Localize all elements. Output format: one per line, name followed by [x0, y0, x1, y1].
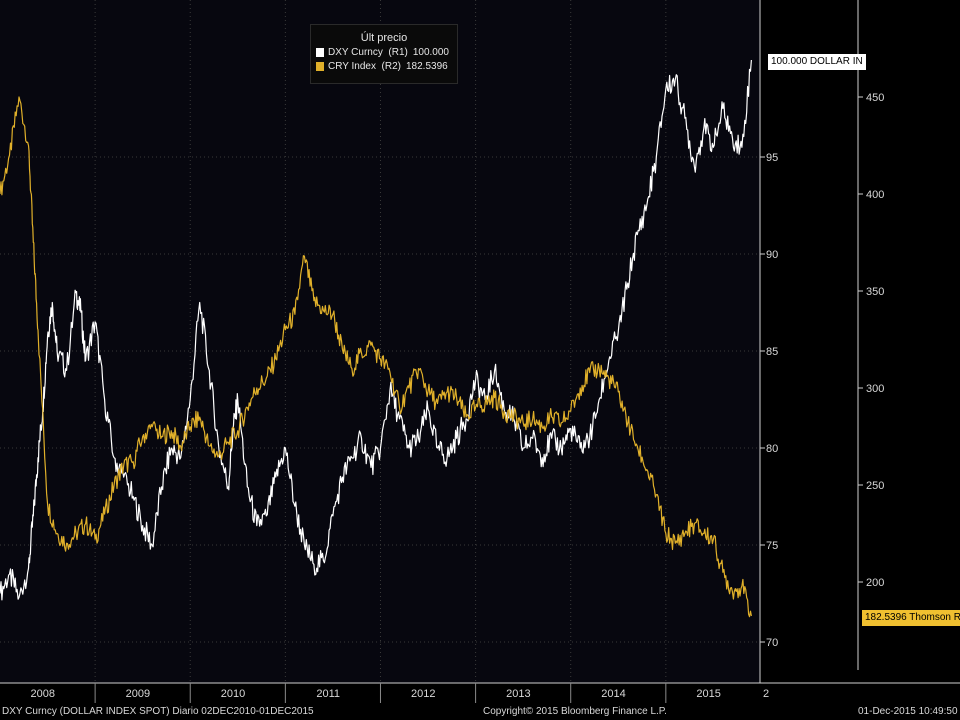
- x-tick-label: 2012: [411, 688, 435, 700]
- footer-timestamp: 01-Dec-2015 10:49:50: [858, 706, 958, 717]
- x-tick-label: 2008: [31, 688, 55, 700]
- footer-security: DXY Curncy (DOLLAR INDEX SPOT) Diario 02…: [2, 706, 314, 717]
- y-left-tick-label: 80: [766, 443, 778, 455]
- footer-copyright: Copyright© 2015 Bloomberg Finance L.P.: [483, 706, 667, 717]
- legend-value-cry: 182.5396: [406, 61, 448, 72]
- series-line-dxy: [0, 59, 752, 601]
- y-left-tick-label: 95: [766, 152, 778, 164]
- y-right-tick-label: 450: [866, 92, 884, 104]
- y-right-tick-label: 200: [866, 577, 884, 589]
- chart-legend: Últ precio DXY Curncy (R1) 100.000 CRY I…: [310, 24, 458, 84]
- y-right-tick-label: 350: [866, 286, 884, 298]
- x-tick-label: 2009: [126, 688, 150, 700]
- y-left-tick-label: 70: [766, 637, 778, 649]
- x-tick-label: 2015: [696, 688, 720, 700]
- y-left-tick-label: 85: [766, 346, 778, 358]
- y-left-tick-label: 75: [766, 540, 778, 552]
- legend-label-cry: CRY Index (R2): [328, 61, 401, 72]
- y-right-tick-label: 250: [866, 480, 884, 492]
- x-tick-label: 2011: [316, 688, 340, 700]
- legend-value-dxy: 100.000: [412, 47, 449, 58]
- y-right-tick-label: 400: [866, 189, 884, 201]
- series-line-cry: [0, 96, 752, 618]
- x-tick-label: 2014: [601, 688, 625, 700]
- legend-title: Últ precio: [360, 32, 408, 44]
- legend-item-cry: CRY Index (R2) 182.5396: [316, 61, 457, 72]
- dxy-last-value-tag: 100.000 DOLLAR IN: [768, 54, 866, 70]
- y-right-tick-label: 300: [866, 383, 884, 395]
- legend-item-dxy: DXY Curncy (R1) 100.000: [316, 47, 457, 58]
- x-tick-label: 2013: [506, 688, 530, 700]
- cry-last-value-tag: 182.5396 Thomson R: [862, 610, 960, 626]
- legend-swatch-cry: [316, 62, 324, 71]
- x-tick-label: 2010: [221, 688, 245, 700]
- x-tick-label: 2: [763, 688, 769, 700]
- legend-label-dxy: DXY Curncy (R1): [328, 47, 408, 58]
- y-left-tick-label: 90: [766, 249, 778, 261]
- plot-area: [0, 0, 760, 683]
- legend-swatch-dxy: [316, 48, 324, 57]
